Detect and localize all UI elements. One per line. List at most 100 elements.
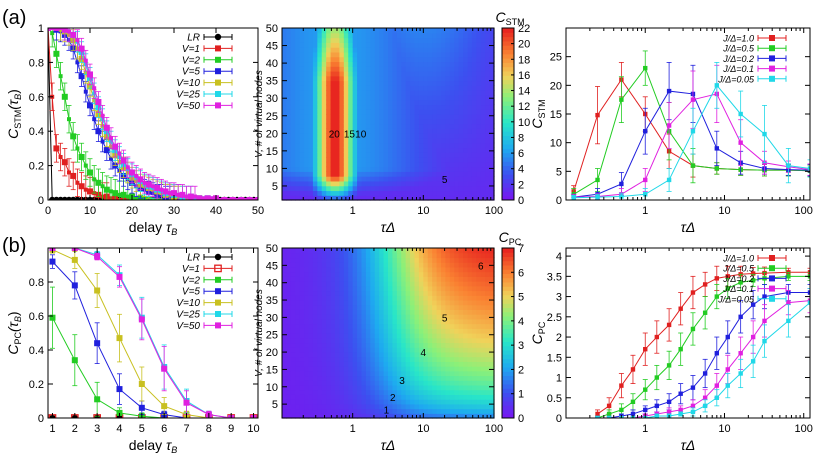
heatmap-cell <box>304 152 310 158</box>
heatmap-cell <box>295 66 301 72</box>
heatmap-cell <box>471 142 477 149</box>
data-point <box>218 198 223 200</box>
heatmap-cell <box>427 80 433 86</box>
heatmap-cell <box>463 104 469 110</box>
heatmap-cell <box>365 118 371 125</box>
data-point <box>70 31 77 38</box>
heatmap-cell <box>405 403 411 410</box>
heatmap-cell <box>463 333 469 339</box>
heatmap-cell <box>405 133 411 139</box>
heatmap-cell <box>339 61 345 67</box>
legend-entry: LR <box>187 253 200 264</box>
heatmap-cell <box>304 309 310 315</box>
heatmap-cell <box>282 347 288 353</box>
heatmap-cell <box>335 299 341 306</box>
heatmap-cell <box>352 413 358 419</box>
heatmap-cell <box>348 56 354 63</box>
heatmap-cell <box>436 133 442 139</box>
heatmap-cell <box>286 314 292 320</box>
heatmap-cell <box>299 161 305 168</box>
heatmap-cell <box>365 109 371 115</box>
heatmap-cell <box>436 252 442 259</box>
x-tick-label: 4 <box>116 423 122 435</box>
heatmap-cell <box>304 161 310 168</box>
heatmap-cell <box>467 413 473 419</box>
heatmap-cell <box>282 309 288 315</box>
heatmap-cell <box>352 375 358 381</box>
heatmap-cell <box>436 85 442 91</box>
heatmap-cell <box>414 413 420 419</box>
heatmap-cell <box>282 342 288 348</box>
heatmap-cell <box>312 128 318 134</box>
heatmap-cell <box>436 128 442 134</box>
heatmap-cell <box>321 323 327 329</box>
heatmap-cell <box>295 118 301 125</box>
heatmap-cell <box>445 309 451 315</box>
heatmap-cell <box>388 75 394 82</box>
heatmap-cell <box>357 304 363 310</box>
heatmap-cell <box>436 389 442 395</box>
heatmap-cell <box>348 361 354 367</box>
heatmap-cell <box>343 42 349 48</box>
heatmap-cell <box>388 99 394 106</box>
heatmap-cell <box>463 152 469 158</box>
heatmap-cell <box>476 66 482 72</box>
heatmap-cell <box>330 394 336 400</box>
heatmap-cell <box>335 80 341 86</box>
heatmap-cell <box>361 314 367 320</box>
heatmap-cell <box>405 104 411 110</box>
heatmap-cell <box>295 384 301 391</box>
heatmap-cell <box>339 389 345 395</box>
heatmap-cell <box>361 299 367 306</box>
heatmap-cell <box>290 94 296 101</box>
heatmap-cell <box>304 271 310 277</box>
heatmap-cell <box>463 276 469 282</box>
heatmap-cell <box>441 123 447 129</box>
heatmap-cell <box>352 370 358 377</box>
heatmap-cell <box>463 171 469 177</box>
heatmap-cell <box>418 51 424 58</box>
heatmap-cell <box>348 75 354 82</box>
heatmap-cell <box>290 185 296 192</box>
heatmap-cell <box>352 128 358 134</box>
heatmap-cell <box>485 190 491 196</box>
heatmap-cell <box>290 290 296 296</box>
heatmap-cell <box>330 304 336 310</box>
plot-frame <box>281 27 495 201</box>
heatmap-cell <box>330 51 336 58</box>
heatmap-cell <box>312 137 318 144</box>
heatmap-cell <box>321 171 327 177</box>
heatmap-cell <box>330 61 336 67</box>
heatmap-cell <box>383 361 389 367</box>
heatmap-cell <box>445 342 451 348</box>
data-point <box>100 113 105 118</box>
heatmap-cell <box>414 66 420 72</box>
heatmap-cell <box>321 262 327 268</box>
y-tick-label: 45 <box>266 41 278 53</box>
heatmap-cell <box>335 85 341 91</box>
heatmap-cell <box>436 266 442 273</box>
heatmap-cell <box>432 276 438 282</box>
heatmap-cell <box>304 195 310 201</box>
heatmap-cell <box>339 328 345 334</box>
heatmap-cell <box>454 123 460 129</box>
heatmap-cell <box>449 257 455 263</box>
heatmap-cell <box>396 366 402 372</box>
data-point <box>58 74 63 79</box>
heatmap-cell <box>454 47 460 53</box>
heatmap-cell <box>480 42 486 48</box>
heatmap-cell <box>352 37 358 43</box>
heatmap-cell <box>489 56 495 63</box>
heatmap-cell <box>282 166 288 172</box>
heatmap-cell <box>418 71 424 77</box>
heatmap-cell <box>445 47 451 53</box>
heatmap-cell <box>436 323 442 329</box>
heatmap-cell <box>326 285 332 292</box>
heatmap-cell <box>321 133 327 139</box>
heatmap-cell <box>343 180 349 187</box>
colorbar-step <box>502 79 514 85</box>
heatmap-cell <box>449 104 455 110</box>
heatmap-cell <box>471 51 477 58</box>
heatmap-cell <box>392 290 398 296</box>
legend-entry: V=25 <box>176 90 200 101</box>
